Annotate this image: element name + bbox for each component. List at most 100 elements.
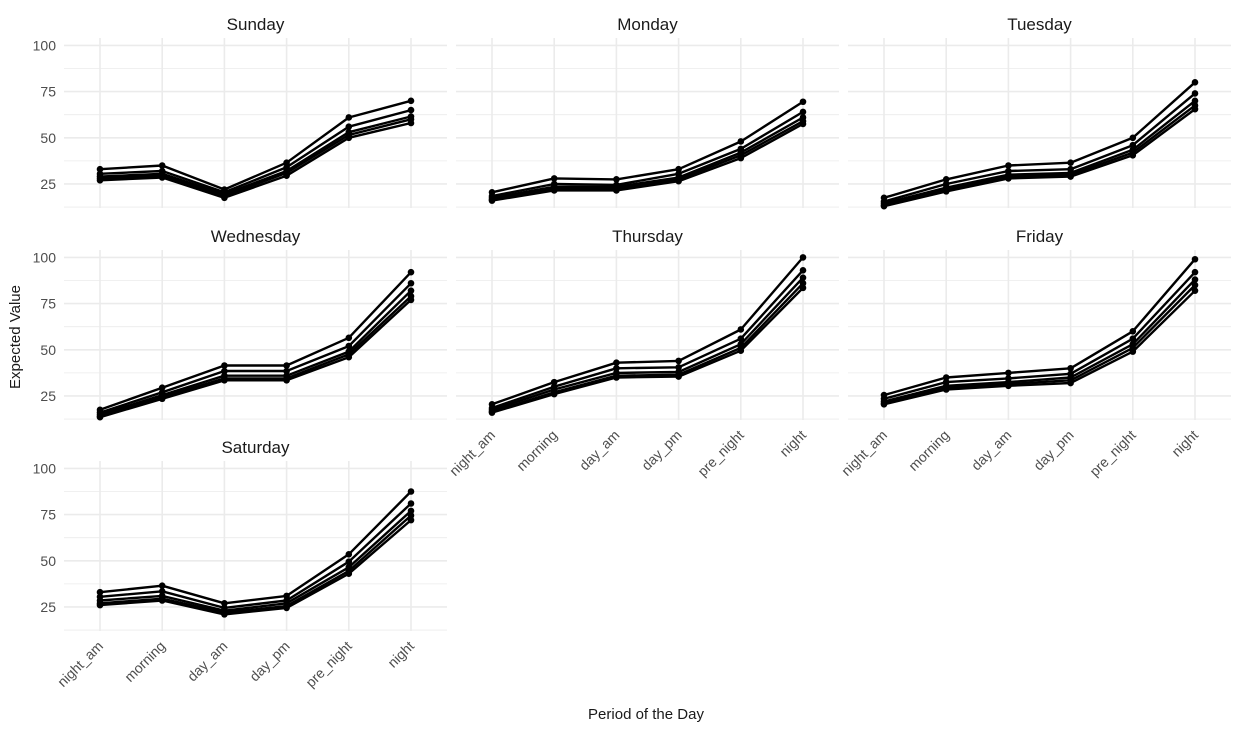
data-point xyxy=(283,604,290,612)
data-point xyxy=(550,390,558,398)
y-tick-label: 100 xyxy=(33,460,57,476)
data-point xyxy=(96,413,104,421)
facet-title: Wednesday xyxy=(211,227,301,246)
x-tick-label: morning xyxy=(121,638,168,685)
data-point xyxy=(158,174,166,181)
y-tick-label: 75 xyxy=(40,296,56,312)
data-point xyxy=(345,558,353,566)
series-line xyxy=(491,287,804,414)
series-line xyxy=(491,100,804,194)
data-point xyxy=(488,197,496,204)
facet-panel: Monday xyxy=(456,15,839,208)
series-line xyxy=(99,519,412,616)
facet-title: Sunday xyxy=(227,15,285,34)
data-point xyxy=(942,374,950,381)
series-line xyxy=(491,120,804,201)
series-line xyxy=(491,276,804,411)
data-point xyxy=(345,551,353,558)
x-tick-label: night_am xyxy=(54,638,106,690)
data-point xyxy=(345,353,353,361)
data-point xyxy=(488,409,496,416)
x-tick-label: morning xyxy=(905,427,952,474)
series-line xyxy=(99,289,412,416)
facet-panel: Thursday night_am morning day_am day_pm pre_n… xyxy=(446,227,839,479)
data-point xyxy=(221,611,228,618)
data-point xyxy=(158,395,166,403)
y-tick-label: 25 xyxy=(40,599,56,615)
series-line xyxy=(99,115,412,196)
data-point xyxy=(675,373,682,380)
data-point xyxy=(613,364,620,372)
data-point xyxy=(283,172,290,179)
series-line xyxy=(491,122,804,202)
y-tick-label: 100 xyxy=(33,37,57,53)
series-line xyxy=(99,299,412,419)
data-point xyxy=(407,119,415,127)
data-point xyxy=(1067,364,1074,372)
data-point xyxy=(613,176,620,183)
series-line xyxy=(491,269,804,410)
y-tick-label: 75 xyxy=(40,84,56,100)
data-point xyxy=(345,570,353,578)
data-point xyxy=(345,114,353,121)
data-point xyxy=(221,362,228,369)
data-point xyxy=(1129,328,1137,335)
data-point xyxy=(942,188,950,195)
data-point xyxy=(1067,159,1074,167)
data-point xyxy=(550,378,558,386)
y-tick-label: 25 xyxy=(40,388,56,404)
data-point xyxy=(345,334,353,342)
data-point xyxy=(283,159,290,167)
series-line xyxy=(883,271,1196,400)
data-point xyxy=(158,384,166,391)
data-point xyxy=(1191,287,1199,294)
series-line xyxy=(491,282,804,413)
facet-title: Friday xyxy=(1016,227,1064,246)
data-point xyxy=(96,176,104,184)
series-line xyxy=(99,121,412,200)
facet-panel: Sunday 25 50 75 100 xyxy=(33,15,447,208)
data-point xyxy=(407,296,415,304)
data-point xyxy=(799,284,807,292)
x-tick-label: day_am xyxy=(576,427,623,474)
data-point xyxy=(880,202,888,210)
data-point xyxy=(613,374,620,381)
data-point xyxy=(1005,369,1012,377)
data-point xyxy=(158,162,166,169)
data-point xyxy=(407,268,415,276)
data-point xyxy=(1129,141,1137,149)
series-line xyxy=(883,289,1196,406)
data-point xyxy=(1191,276,1199,283)
data-point xyxy=(1191,79,1199,86)
series-line xyxy=(883,99,1196,205)
data-point xyxy=(737,138,745,145)
data-point xyxy=(737,335,745,342)
x-tick-label: day_pm xyxy=(638,427,685,474)
data-point xyxy=(799,267,807,274)
data-point xyxy=(550,187,558,194)
series-line xyxy=(491,110,804,198)
data-point xyxy=(407,512,415,519)
data-point xyxy=(407,106,415,114)
data-point xyxy=(96,601,104,609)
facet-title: Tuesday xyxy=(1007,15,1072,34)
data-point xyxy=(1005,382,1012,390)
data-point xyxy=(221,367,228,375)
x-tick-label: day_am xyxy=(968,427,1015,474)
x-tick-label: night xyxy=(776,427,809,460)
data-point xyxy=(1191,105,1199,113)
data-point xyxy=(675,165,682,173)
data-point xyxy=(407,97,415,105)
x-tick-label: pre_night xyxy=(1086,427,1139,480)
x-tick-label: pre_night xyxy=(302,638,355,691)
data-point xyxy=(158,597,166,604)
data-point xyxy=(407,500,415,507)
data-point xyxy=(1067,379,1074,387)
facet-panel: Saturday 25 50 75 100 night_am morning day_am da… xyxy=(33,438,447,690)
series-line xyxy=(883,284,1196,405)
data-point xyxy=(613,187,620,194)
data-point xyxy=(1191,281,1199,289)
data-point xyxy=(675,364,682,371)
data-point xyxy=(737,326,745,333)
